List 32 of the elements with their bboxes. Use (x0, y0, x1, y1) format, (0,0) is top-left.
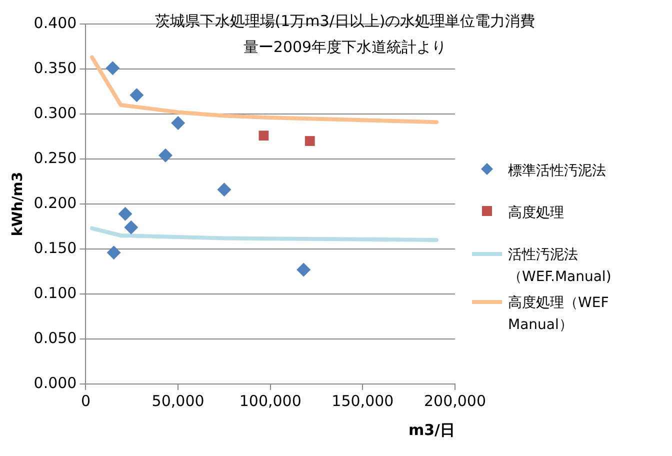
point (258, 130, 269, 141)
point (124, 220, 138, 234)
legend-label: 高度処理（WEF Manual） (508, 294, 610, 335)
x-tick-label: 100,000 (239, 392, 302, 410)
point (158, 148, 172, 162)
point (296, 262, 311, 277)
point (130, 88, 144, 102)
y-tick-label: 0.400 (34, 14, 77, 32)
point (106, 246, 121, 260)
x-axis-title: m3/日 (408, 420, 455, 439)
x-tick-label: 200,000 (424, 392, 486, 410)
point (106, 61, 120, 76)
legend-label: 活性汚泥法（WEF.Manual) (508, 246, 612, 287)
y-tick-label: 0.150 (34, 238, 77, 257)
legend-label: 標準活性汚泥法 (508, 162, 607, 181)
point (304, 136, 315, 146)
y-tick-label: 0.050 (34, 328, 77, 347)
y-axis-title: kWh/m3 (10, 172, 26, 236)
y-tick-label: 0.350 (34, 58, 77, 77)
chart-title: 茨城県下水処理場(1万m3/日以上)の水処理単位電力消費量ー2009年度下水道統計より (154, 11, 536, 58)
x-tick-label: 0 (80, 392, 91, 410)
point (118, 206, 132, 221)
point (217, 182, 232, 197)
x-tick-label: 150,000 (332, 392, 394, 410)
y-tick-label: 0.200 (34, 194, 77, 212)
point (171, 116, 186, 130)
y-tick-label: 0.300 (34, 104, 77, 122)
y-tick-label: 0.000 (34, 374, 77, 392)
y-tick-label: 0.100 (34, 284, 77, 302)
x-tick-label: 50,000 (152, 392, 204, 410)
legend-label: 高度処理 (508, 204, 565, 223)
y-tick-label: 0.250 (34, 148, 77, 167)
